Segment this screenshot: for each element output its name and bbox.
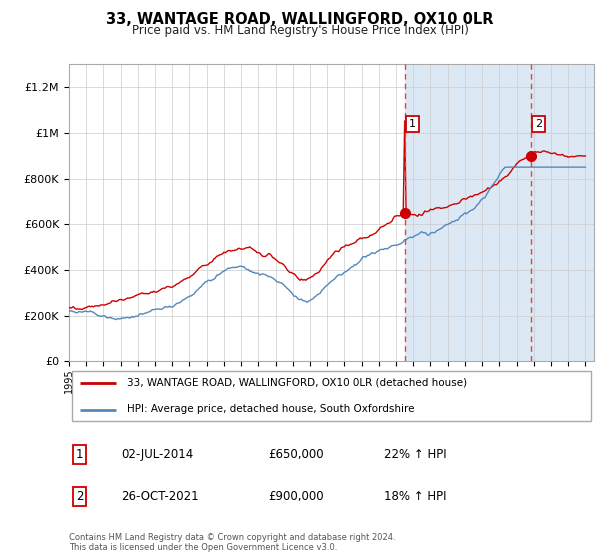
Text: 1: 1 [76, 448, 83, 461]
Text: 33, WANTAGE ROAD, WALLINGFORD, OX10 0LR: 33, WANTAGE ROAD, WALLINGFORD, OX10 0LR [106, 12, 494, 27]
Text: 02-JUL-2014: 02-JUL-2014 [121, 448, 194, 461]
Text: 18% ↑ HPI: 18% ↑ HPI [384, 491, 446, 503]
Text: £650,000: £650,000 [269, 448, 324, 461]
Text: 26-OCT-2021: 26-OCT-2021 [121, 491, 199, 503]
Text: 22% ↑ HPI: 22% ↑ HPI [384, 448, 446, 461]
Text: Price paid vs. HM Land Registry's House Price Index (HPI): Price paid vs. HM Land Registry's House … [131, 24, 469, 36]
FancyBboxPatch shape [71, 371, 592, 421]
Text: 1: 1 [409, 119, 416, 129]
Text: HPI: Average price, detached house, South Oxfordshire: HPI: Average price, detached house, Sout… [127, 404, 414, 414]
Text: £900,000: £900,000 [269, 491, 324, 503]
Bar [404, 64, 594, 361]
Text: 2: 2 [76, 491, 83, 503]
Text: 33, WANTAGE ROAD, WALLINGFORD, OX10 0LR (detached house): 33, WANTAGE ROAD, WALLINGFORD, OX10 0LR … [127, 378, 467, 388]
Text: This data is licensed under the Open Government Licence v3.0.: This data is licensed under the Open Gov… [69, 543, 337, 552]
Text: Contains HM Land Registry data © Crown copyright and database right 2024.: Contains HM Land Registry data © Crown c… [69, 533, 395, 542]
Text: 2: 2 [535, 119, 542, 129]
